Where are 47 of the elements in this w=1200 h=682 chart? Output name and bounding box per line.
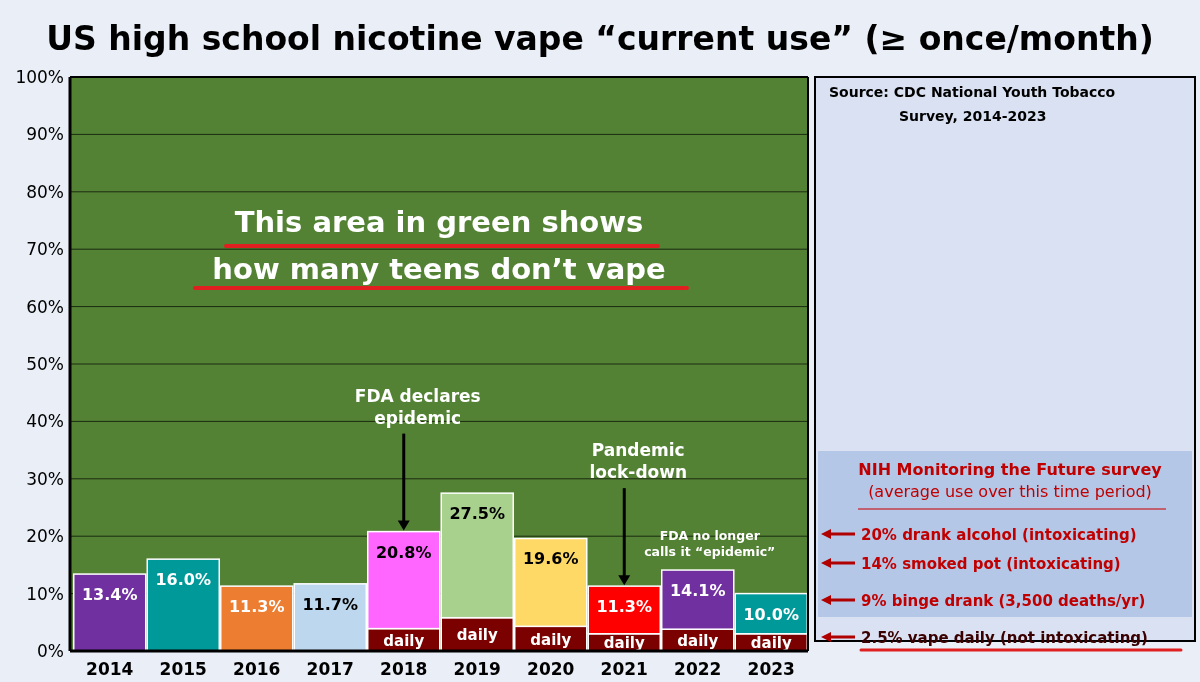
total-label: 10.0% xyxy=(743,604,800,624)
y-tick-label: 80% xyxy=(26,181,64,202)
total-label: 20.8% xyxy=(375,542,432,562)
y-tick-label: 70% xyxy=(26,239,64,260)
total-label: 19.6% xyxy=(522,549,579,569)
total-label: 11.3% xyxy=(596,597,653,617)
text: daily xyxy=(530,630,572,649)
x-tick-label: 2023 xyxy=(747,659,795,679)
text: daily xyxy=(750,634,792,653)
x-tick-label: 2017 xyxy=(306,659,354,679)
x-tick-label: 2020 xyxy=(527,659,575,679)
total-label: 16.0% xyxy=(155,570,212,590)
x-tick-label: 2016 xyxy=(233,659,281,679)
total-label: 27.5% xyxy=(449,504,506,524)
y-tick-label: 20% xyxy=(26,526,64,547)
total-label: 11.3% xyxy=(228,597,285,617)
x-tick-label: 2022 xyxy=(674,659,722,679)
text: daily xyxy=(456,626,498,645)
annotation: This area in green shows how many teens don’t vape xyxy=(212,205,666,286)
y-tick-label: 60% xyxy=(26,296,64,317)
y-tick-label: 30% xyxy=(26,468,64,489)
annotation: Pandemic lock-down xyxy=(589,440,688,483)
x-tick-label: 2019 xyxy=(453,659,501,679)
y-tick-label: 10% xyxy=(26,583,64,604)
total-label: 11.7% xyxy=(302,594,359,614)
y-tick-label: 100% xyxy=(15,67,64,87)
text: 20% drank alcohol (intoxicating) xyxy=(861,526,1137,544)
source-note: Source: CDC National Youth Tobacco Survey, 2014-2023 xyxy=(829,84,1116,124)
series-label: daily xyxy=(603,634,645,653)
text: NIH Monitoring the Future survey (average use over this time period) xyxy=(858,460,1163,501)
annotation: FDA no longer calls it “epidemic” xyxy=(644,528,776,560)
text: 9% binge drank (3,500 deaths/yr) xyxy=(861,592,1146,610)
x-tick-label: 2018 xyxy=(380,659,428,679)
text: daily xyxy=(677,632,719,651)
total-label: 13.4% xyxy=(81,585,138,605)
total-label: 14.1% xyxy=(669,581,726,601)
x-tick-label: 2021 xyxy=(600,659,648,679)
y-tick-label: 0% xyxy=(37,641,64,661)
annotation: FDA declares epidemic xyxy=(354,385,481,428)
text: daily xyxy=(383,631,425,650)
x-tick-label: 2015 xyxy=(159,659,207,679)
y-tick-label: 90% xyxy=(26,124,64,145)
x-tick-label: 2014 xyxy=(86,659,134,679)
chart-title: US high school nicotine vape “current use” (≥ once/month) xyxy=(46,19,1154,58)
y-tick-label: 40% xyxy=(26,411,64,432)
text: 14% smoked pot (intoxicating) xyxy=(861,555,1121,573)
y-tick-label: 50% xyxy=(26,354,64,374)
